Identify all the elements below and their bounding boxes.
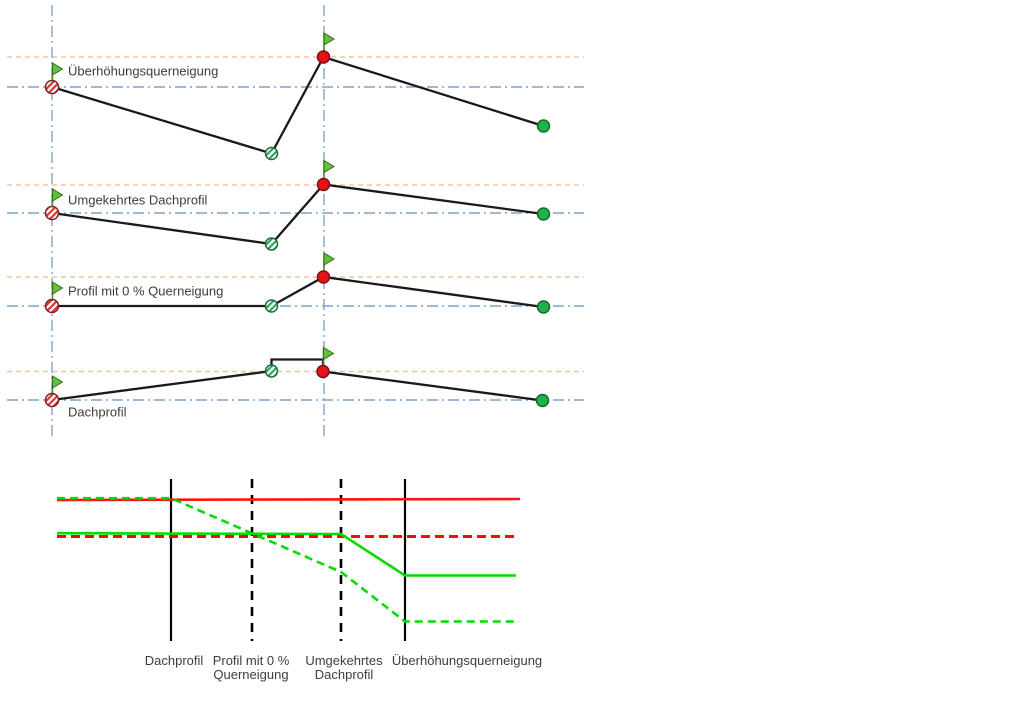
- profile-label-1: Umgekehrtes Dachprofil: [68, 192, 208, 207]
- profile-label-0: Überhöhungsquerneigung: [68, 63, 218, 78]
- chart-marker-label-3: Überhöhungsquerneigung: [392, 653, 542, 668]
- chart-series-green-dashed: [57, 496, 519, 623]
- chart-marker-label-0: Dachprofil: [145, 653, 204, 668]
- chart-marker-label-1: Profil mit 0 %: [213, 653, 290, 668]
- point-green-hatched: [264, 146, 279, 161]
- flag-triangle: [323, 159, 335, 174]
- profile-polyline: [52, 275, 544, 309]
- point-green-solid: [536, 119, 551, 133]
- flag-triangle: [323, 32, 335, 46]
- point-red-solid: [316, 50, 331, 64]
- point-green-solid: [536, 207, 551, 221]
- point-green-solid: [535, 393, 550, 408]
- point-green-hatched: [264, 299, 279, 313]
- point-red-hatched: [44, 205, 60, 221]
- profile-polyline: [51, 55, 544, 155]
- chart-series-red-solid: [56, 497, 521, 502]
- profile-polyline: [51, 358, 543, 402]
- point-red-solid: [316, 270, 331, 284]
- point-red-solid: [316, 177, 331, 192]
- flag-triangle: [52, 62, 64, 76]
- point-red-solid: [316, 364, 330, 379]
- point-red-hatched: [44, 79, 60, 95]
- profile-label-3: Dachprofil: [68, 404, 127, 419]
- point-red-hatched: [44, 392, 60, 408]
- profile-label-2: Profil mit 0 % Querneigung: [68, 283, 223, 298]
- flag-triangle: [323, 346, 335, 361]
- chart-marker-label-2: Dachprofil: [315, 667, 374, 682]
- chart-series-green-solid: [56, 531, 516, 577]
- point-green-hatched: [264, 237, 279, 251]
- flag-triangle: [52, 281, 64, 295]
- point-red-hatched: [44, 298, 60, 314]
- profile-polyline: [51, 183, 544, 246]
- point-green-solid: [536, 300, 551, 314]
- chart-marker-label-2: Umgekehrtes: [305, 653, 383, 668]
- chart-marker-label-1: Querneigung: [213, 667, 288, 682]
- point-green-hatched: [264, 364, 279, 378]
- flag-triangle: [52, 188, 64, 202]
- flag-triangle: [323, 252, 335, 266]
- flag-triangle: [52, 375, 64, 389]
